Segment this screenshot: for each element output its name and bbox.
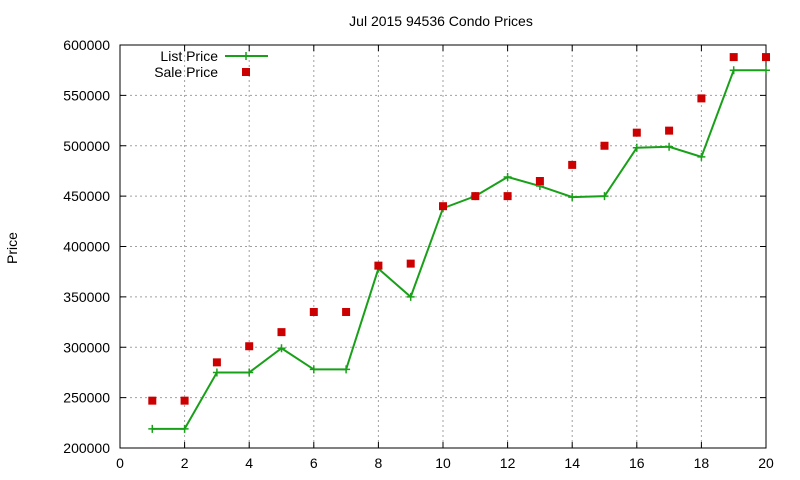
series [148, 53, 770, 433]
list-price-point [665, 142, 674, 151]
y-tick-label: 450000 [63, 188, 110, 204]
chart-title: Jul 2015 94536 Condo Prices [349, 13, 533, 29]
x-tick-label: 0 [116, 455, 124, 471]
list-price-point [632, 143, 641, 152]
y-tick-label: 600000 [63, 37, 110, 53]
sale-price-point [471, 192, 480, 201]
list-price-point [245, 368, 254, 377]
sale-price-point [729, 53, 738, 62]
x-tick-label: 16 [629, 455, 645, 471]
list-price-point [729, 66, 738, 75]
x-tick-label: 4 [245, 455, 253, 471]
list-price-point [600, 192, 609, 201]
sale-price-point [762, 53, 770, 62]
list-price-point [309, 365, 318, 374]
y-tick-label: 500000 [63, 138, 110, 154]
list-price-point [762, 66, 770, 75]
y-tick-label: 300000 [63, 339, 110, 355]
sale-price-point [342, 307, 351, 316]
sale-price-point [180, 396, 189, 405]
y-tick-label: 400000 [63, 239, 110, 255]
x-tick-label: 14 [564, 455, 580, 471]
sale-price-point [503, 192, 512, 201]
y-tick-label: 550000 [63, 87, 110, 103]
legend: List Price Sale Price [154, 48, 268, 80]
sale-price-point [212, 358, 221, 367]
grid [120, 45, 766, 448]
list-price-point [212, 368, 221, 377]
y-tick-label: 200000 [63, 440, 110, 456]
sale-price-point [632, 128, 641, 137]
sale-price-point [697, 94, 706, 103]
sale-price-point [277, 328, 286, 337]
sale-price-point [600, 141, 609, 150]
sale-price-point [406, 259, 415, 268]
list-price-point [148, 424, 157, 433]
sale-price-point [309, 307, 318, 316]
list-price-point [503, 172, 512, 181]
list-price-point [697, 152, 706, 161]
legend-marker-list-price [242, 52, 250, 60]
sale-price-point [535, 177, 544, 186]
legend-label-list-price: List Price [160, 48, 218, 64]
list-price-point [277, 344, 286, 353]
sale-price-point [665, 126, 674, 135]
list-price-point [406, 292, 415, 301]
list-price-point [568, 193, 577, 202]
axis-ticks: 0 2 4 6 8 10 12 14 16 18 20 200000 250000 300000 35000… [63, 37, 774, 471]
list-price-point [180, 424, 189, 433]
x-tick-label: 18 [694, 455, 710, 471]
y-tick-label: 250000 [63, 390, 110, 406]
x-tick-label: 8 [375, 455, 383, 471]
x-tick-label: 10 [435, 455, 451, 471]
list-price-point [342, 365, 351, 374]
legend-marker-sale-price [242, 68, 250, 76]
y-axis-label: Price [4, 232, 20, 264]
sale-price-point [148, 396, 157, 405]
x-tick-label: 12 [500, 455, 516, 471]
sale-price-point [374, 261, 383, 270]
legend-label-sale-price: Sale Price [154, 64, 218, 80]
x-tick-label: 2 [181, 455, 189, 471]
sale-price-point [568, 160, 577, 169]
y-tick-label: 350000 [63, 289, 110, 305]
series-line-list-price [152, 69, 766, 430]
x-tick-label: 6 [310, 455, 318, 471]
sale-price-point [245, 342, 254, 351]
sale-price-point [439, 202, 447, 211]
x-tick-label: 20 [758, 455, 774, 471]
